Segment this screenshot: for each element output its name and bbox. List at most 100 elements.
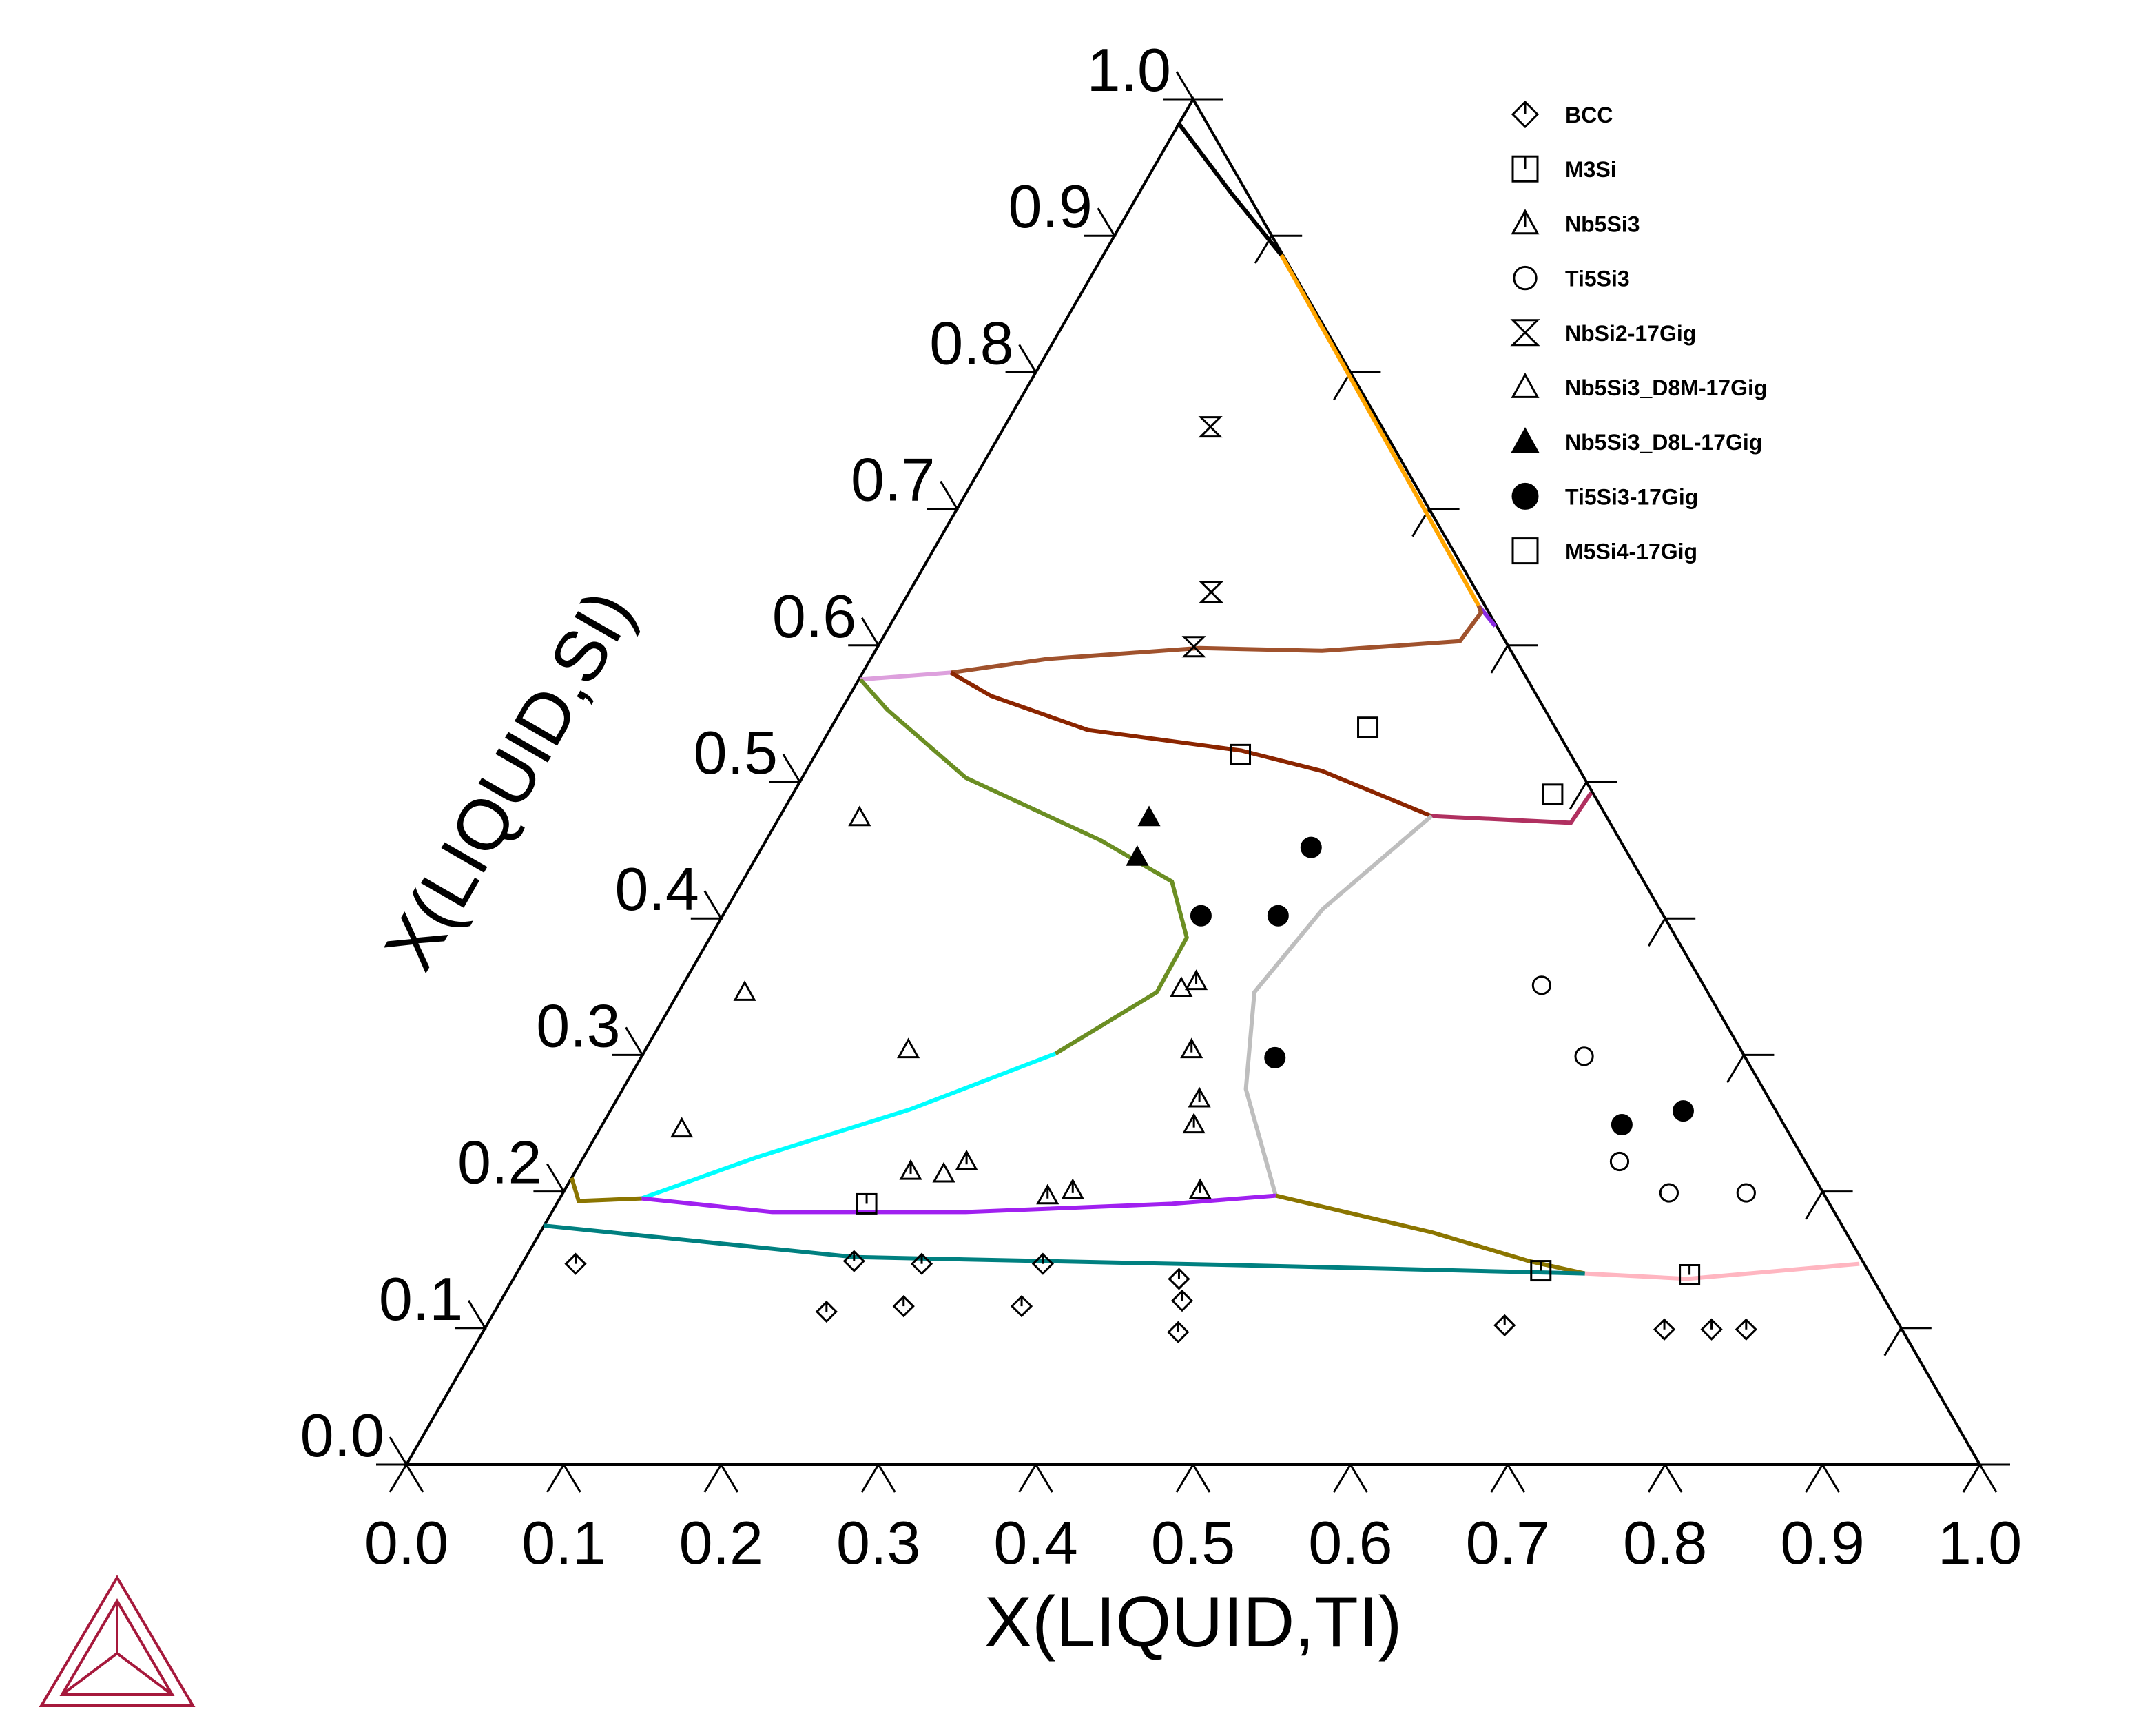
- data-point: [1530, 1260, 1552, 1282]
- data-point: [1574, 1046, 1594, 1066]
- data-point: [1653, 1318, 1676, 1341]
- data-point: [1679, 1264, 1701, 1286]
- legend-label: Nb5Si3: [1565, 211, 1640, 236]
- x-tick: [1962, 1463, 1998, 1493]
- marker-shape: [1736, 1183, 1756, 1203]
- marker-shape: [1267, 905, 1289, 927]
- x-tick: [1805, 1463, 1840, 1493]
- data-point: [1264, 1046, 1286, 1068]
- marker-shape: [1511, 427, 1540, 453]
- phase-boundary: [950, 605, 1484, 675]
- x-tick-label: 0.8: [1623, 1509, 1707, 1577]
- phase-boundary: [949, 670, 1433, 818]
- data-point: [1198, 416, 1223, 438]
- data-point: [1036, 1184, 1059, 1205]
- legend-label: BCC: [1565, 103, 1613, 127]
- data-point: [1182, 1113, 1206, 1134]
- data-point: [1267, 905, 1289, 927]
- x-tick: [1018, 1463, 1053, 1493]
- x-tick: [1175, 1463, 1211, 1493]
- marker-shape: [1167, 1321, 1190, 1343]
- marker-shape: [1264, 1046, 1286, 1068]
- data-point: [932, 1161, 955, 1183]
- y-tick-label: 0.1: [379, 1265, 463, 1333]
- y-tick: [1005, 344, 1038, 373]
- marker-shape: [1531, 975, 1552, 995]
- phase-boundary: [641, 1051, 1057, 1201]
- data-point: [1611, 1113, 1633, 1135]
- right-tick: [1569, 781, 1617, 810]
- marker-shape: [1511, 537, 1539, 565]
- marker-shape: [1300, 836, 1322, 858]
- legend-label: Nb5Si3_D8M-17Gig: [1565, 375, 1767, 400]
- legend-marker: [1511, 427, 1540, 453]
- data-point: [856, 1192, 878, 1215]
- logo: [39, 1575, 196, 1707]
- x-tick-label: 0.0: [364, 1509, 448, 1577]
- right-tick: [1254, 234, 1303, 264]
- data-point: [1031, 1252, 1054, 1275]
- marker-shape: [1357, 716, 1379, 738]
- marker-shape: [1659, 1183, 1679, 1203]
- phase-boundary: [1431, 792, 1593, 825]
- legend-marker: [1510, 319, 1540, 347]
- x-tick: [389, 1463, 424, 1493]
- marker-shape: [1188, 1178, 1212, 1199]
- marker-shape: [1511, 209, 1540, 235]
- right-tick: [1726, 1053, 1775, 1084]
- marker-shape: [1672, 1100, 1694, 1122]
- marker-shape: [564, 1252, 587, 1275]
- data-point: [1190, 905, 1212, 927]
- legend-marker: [1511, 482, 1539, 510]
- right-tick: [1883, 1327, 1932, 1356]
- marker-shape: [848, 805, 871, 827]
- y-tick: [690, 890, 723, 920]
- marker-shape: [1168, 1268, 1190, 1290]
- data-point: [1137, 805, 1161, 827]
- data-point: [1357, 716, 1379, 738]
- marker-shape: [670, 1117, 694, 1138]
- legend-marker: [1511, 155, 1539, 183]
- data-point: [1735, 1318, 1757, 1341]
- y-tick-label: 0.3: [536, 991, 620, 1060]
- x-tick: [546, 1463, 581, 1493]
- right-tick: [1647, 917, 1696, 947]
- y-tick: [1084, 207, 1117, 237]
- x-tick: [1333, 1463, 1368, 1493]
- data-point: [899, 1159, 922, 1180]
- y-tick: [769, 754, 802, 783]
- y-tick-label: 0.5: [694, 719, 778, 787]
- phase-boundary: [860, 670, 951, 682]
- right-tick: [1805, 1190, 1853, 1220]
- data-point: [1180, 1037, 1203, 1059]
- phase-boundary: [1243, 814, 1433, 1197]
- data-point: [1230, 743, 1252, 765]
- data-point: [1531, 975, 1552, 995]
- marker-shape: [1036, 1184, 1059, 1205]
- x-tick-label: 0.2: [679, 1509, 763, 1577]
- phase-boundary: [1279, 254, 1481, 607]
- data-point: [733, 980, 756, 1001]
- y-tick: [533, 1163, 566, 1193]
- marker-shape: [1511, 482, 1539, 510]
- marker-shape: [1700, 1318, 1723, 1341]
- x-tick: [860, 1463, 896, 1493]
- data-point: [1542, 783, 1564, 805]
- phase-boundary: [544, 1223, 1585, 1276]
- legend-label: M5Si4-17Gig: [1565, 539, 1697, 564]
- marker-shape: [910, 1252, 933, 1275]
- phase-boundary: [1584, 1261, 1860, 1281]
- data-point: [955, 1149, 978, 1170]
- marker-shape: [1735, 1318, 1757, 1341]
- marker-shape: [1574, 1046, 1594, 1066]
- marker-shape: [1010, 1294, 1033, 1318]
- marker-shape: [1126, 845, 1149, 866]
- x-tick-label: 0.4: [993, 1509, 1077, 1577]
- marker-shape: [1185, 969, 1208, 991]
- phase-boundary: [1177, 122, 1283, 256]
- data-point: [1493, 1314, 1516, 1336]
- y-axis-title: X(LIQUID,SI): [369, 577, 650, 982]
- data-point: [815, 1300, 838, 1323]
- marker-shape: [1510, 319, 1540, 347]
- y-tick-label: 0.9: [1008, 172, 1092, 240]
